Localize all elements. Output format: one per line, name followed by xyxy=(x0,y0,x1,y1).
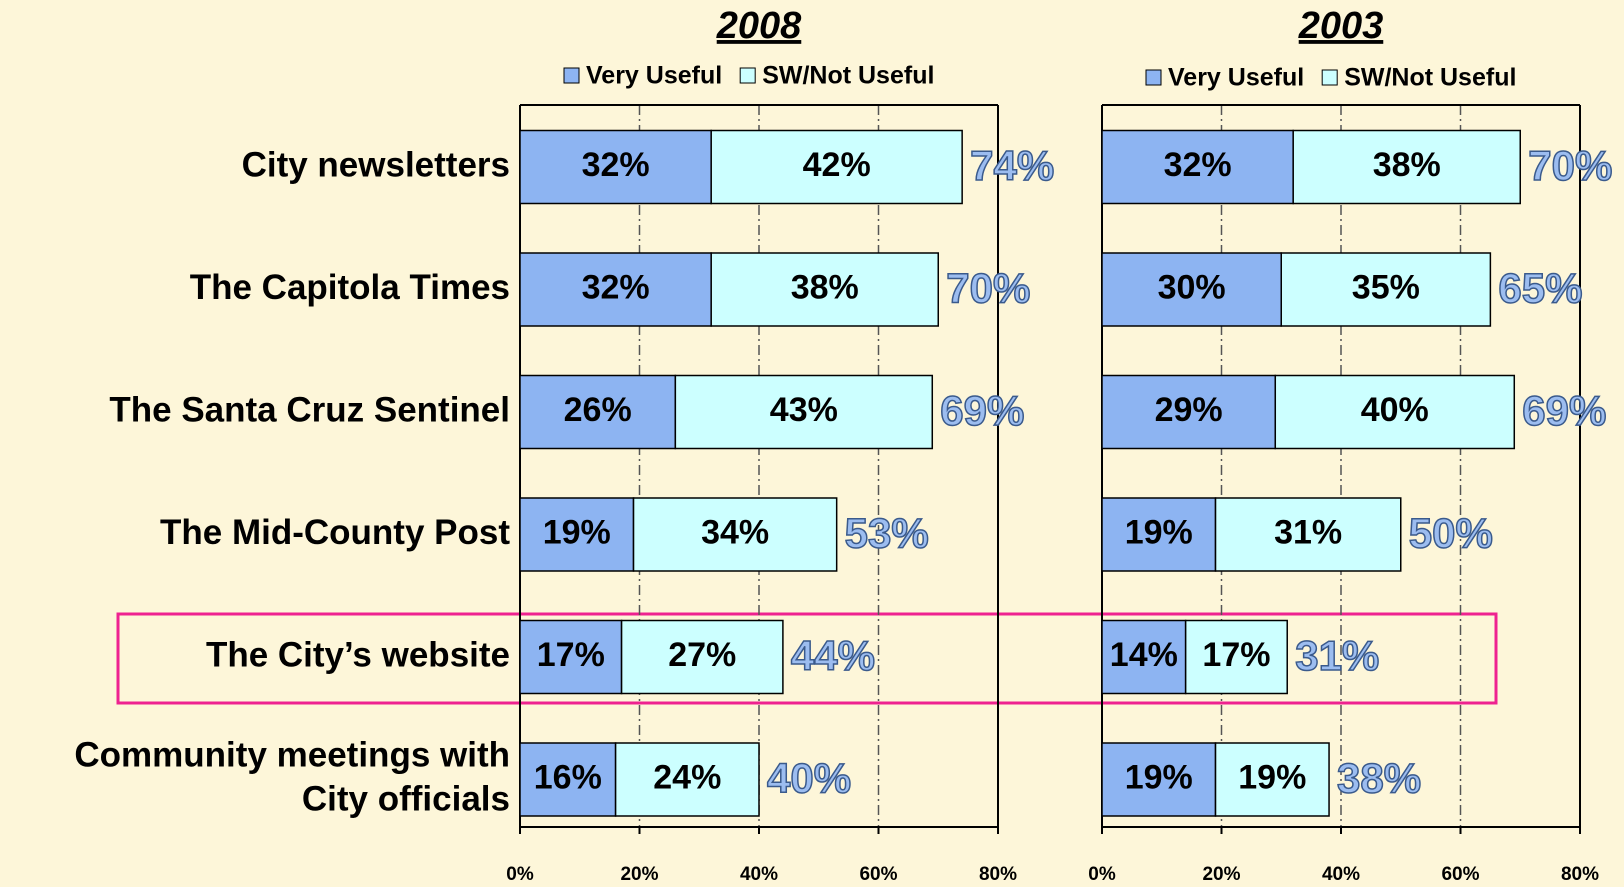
x-tick-label: 40% xyxy=(1322,864,1360,885)
bar-segment xyxy=(519,619,623,695)
value-label: 30% xyxy=(1158,268,1226,306)
value-label: 38% xyxy=(1373,146,1441,184)
x-tick-label: 0% xyxy=(1088,864,1116,885)
bar-segment xyxy=(1101,252,1282,327)
bar-segment xyxy=(519,497,635,572)
bar-segment xyxy=(519,742,617,817)
total-label: 65% xyxy=(1498,265,1582,312)
chart-title: 2003 xyxy=(1298,5,1384,47)
value-label: 43% xyxy=(770,391,838,429)
value-label: 19% xyxy=(1125,758,1193,796)
bar-segment xyxy=(1280,252,1492,327)
bar-segment xyxy=(614,742,760,817)
bar-segment xyxy=(710,129,963,205)
value-label: 17% xyxy=(537,636,605,674)
bar-segment xyxy=(1274,374,1516,450)
category-label: Community meetings with City officials xyxy=(74,736,510,819)
legend-label: SW/Not Useful xyxy=(762,62,934,90)
total-label: 44% xyxy=(791,632,875,679)
value-label: 32% xyxy=(582,146,650,184)
x-tick-label: 80% xyxy=(1561,864,1599,885)
bar-segment xyxy=(620,619,784,695)
legend-label: SW/Not Useful xyxy=(1344,64,1516,92)
value-label: 38% xyxy=(791,268,859,306)
value-label: 31% xyxy=(1274,513,1342,551)
total-label: 69% xyxy=(1522,387,1606,434)
bar-segment xyxy=(1101,129,1294,205)
bar-segment xyxy=(519,129,712,205)
chart-title: 2008 xyxy=(716,5,802,47)
legend-label: Very Useful xyxy=(586,62,722,90)
category-label: The Mid-County Post xyxy=(160,513,510,552)
total-label: 40% xyxy=(767,755,851,802)
legend-label: Very Useful xyxy=(1168,64,1304,92)
legend-swatch xyxy=(563,67,580,84)
category-label: The Capitola Times xyxy=(190,268,510,307)
value-label: 29% xyxy=(1155,391,1223,429)
highlight-box xyxy=(116,612,1498,705)
value-label: 17% xyxy=(1202,636,1270,674)
x-tick-label: 40% xyxy=(740,864,778,885)
bar-segment xyxy=(1101,742,1217,817)
bar-segment xyxy=(1184,619,1288,695)
bar-segment xyxy=(519,252,712,327)
total-label: 31% xyxy=(1295,632,1379,679)
x-tick-label: 80% xyxy=(979,864,1017,885)
value-label: 14% xyxy=(1110,636,1178,674)
bar-segment xyxy=(1101,374,1277,450)
value-label: 32% xyxy=(1164,146,1232,184)
value-label: 19% xyxy=(543,513,611,551)
total-label: 53% xyxy=(845,510,929,557)
value-label: 42% xyxy=(803,146,871,184)
legend-swatch xyxy=(739,67,756,84)
category-label: City newsletters xyxy=(242,145,510,184)
value-label: 32% xyxy=(582,268,650,306)
value-label: 16% xyxy=(534,758,602,796)
total-label: 74% xyxy=(970,142,1054,189)
x-tick-label: 60% xyxy=(859,864,897,885)
category-line: City officials xyxy=(302,780,510,819)
bar-segment xyxy=(1292,129,1521,205)
value-label: 40% xyxy=(1361,391,1429,429)
x-tick-label: 20% xyxy=(620,864,658,885)
bar-segment xyxy=(1214,742,1330,817)
value-label: 27% xyxy=(668,636,736,674)
x-tick-label: 20% xyxy=(1202,864,1240,885)
bar-segment xyxy=(519,374,677,450)
bar-segment xyxy=(1101,497,1217,572)
bar-segment xyxy=(1214,497,1402,572)
bar-segment xyxy=(1101,619,1187,695)
total-label: 50% xyxy=(1409,510,1493,557)
total-label: 70% xyxy=(1528,142,1612,189)
value-label: 34% xyxy=(701,513,769,551)
category-label: The Santa Cruz Sentinel xyxy=(109,390,510,429)
value-label: 19% xyxy=(1125,513,1193,551)
bar-segment xyxy=(674,374,934,450)
category-label: The City’s website xyxy=(206,635,510,674)
x-tick-label: 0% xyxy=(506,864,534,885)
category-line: Community meetings with xyxy=(74,736,510,775)
legend-swatch xyxy=(1321,69,1338,86)
value-label: 35% xyxy=(1352,268,1420,306)
total-label: 70% xyxy=(946,265,1030,312)
total-label: 69% xyxy=(940,387,1024,434)
legend-swatch xyxy=(1145,69,1162,86)
bar-segment xyxy=(710,252,940,327)
value-label: 19% xyxy=(1238,758,1306,796)
value-label: 26% xyxy=(564,391,632,429)
x-tick-label: 60% xyxy=(1441,864,1479,885)
bar-segment xyxy=(632,497,838,572)
value-label: 24% xyxy=(653,758,721,796)
total-label: 38% xyxy=(1337,755,1421,802)
